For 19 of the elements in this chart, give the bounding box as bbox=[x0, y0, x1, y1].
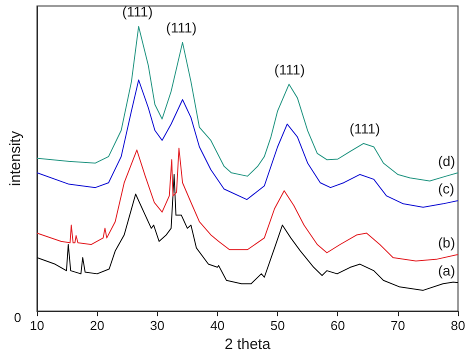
x-tick-label: 40 bbox=[210, 318, 225, 334]
annotation: (111) bbox=[122, 3, 153, 20]
x-tick-label: 30 bbox=[150, 318, 165, 334]
x-tick-label: 10 bbox=[30, 318, 44, 334]
text: 0 bbox=[14, 310, 22, 325]
series-label: (b) bbox=[438, 234, 456, 250]
annotation: (111) bbox=[274, 61, 305, 78]
x-tick-label: 60 bbox=[330, 318, 345, 334]
x-axis-title: 2 theta bbox=[224, 336, 272, 353]
series-label: (c) bbox=[438, 180, 454, 197]
annotation: (111) bbox=[166, 19, 197, 36]
series-label: (d) bbox=[438, 152, 456, 169]
y-axis-title: intensity bbox=[7, 130, 24, 186]
x-tick-label: 20 bbox=[90, 318, 104, 334]
annotation: (111) bbox=[349, 120, 380, 136]
series-label: (a) bbox=[438, 262, 456, 279]
x-tick-label: 70 bbox=[390, 318, 406, 334]
x-tick-label: 50 bbox=[270, 318, 285, 334]
x-tick-label: 80 bbox=[450, 318, 466, 334]
